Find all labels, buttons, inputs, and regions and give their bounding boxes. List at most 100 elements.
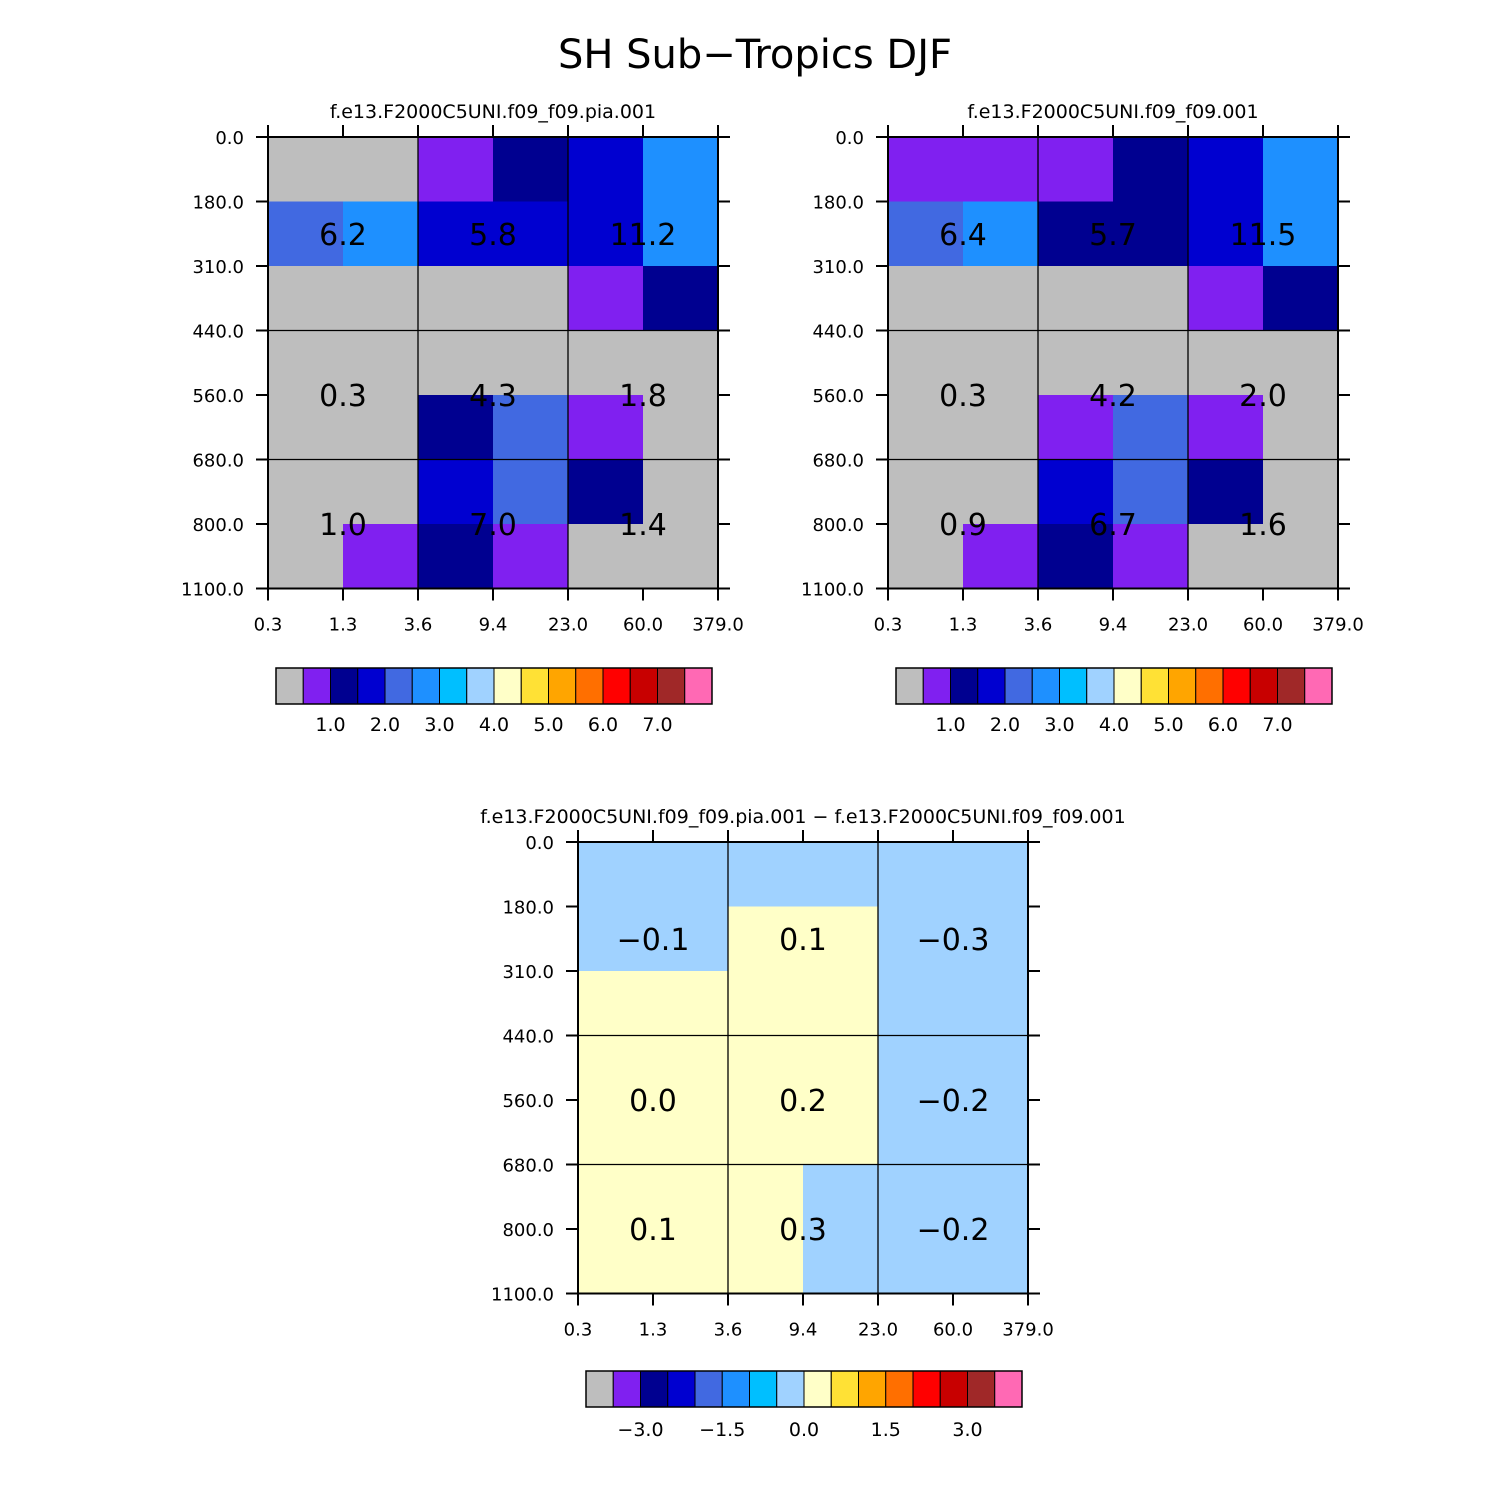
heatmap-cell xyxy=(1188,137,1264,203)
heatmap-cell xyxy=(643,459,719,525)
y-tick-label: 800.0 xyxy=(812,515,864,536)
box-value: 4.3 xyxy=(469,379,517,414)
heatmap-cell xyxy=(878,971,954,1037)
heatmap-cell xyxy=(568,395,644,461)
heatmap-cell xyxy=(728,842,804,908)
colorbar-swatch xyxy=(1031,667,1060,705)
heatmap-cell xyxy=(888,459,964,525)
heatmap-cell xyxy=(493,524,569,590)
colorbar-swatch xyxy=(1249,667,1278,705)
colorbar-swatch xyxy=(548,667,577,705)
colorbar-label: 7.0 xyxy=(642,714,672,736)
heatmap-cell xyxy=(878,1229,954,1295)
colorbar-label: 4.0 xyxy=(1099,714,1129,736)
heatmap-cell xyxy=(728,1035,804,1101)
box-value: 2.0 xyxy=(1239,379,1287,414)
heatmap-cell xyxy=(568,201,644,267)
box-value: 0.3 xyxy=(939,379,987,414)
y-tick-label: 180.0 xyxy=(502,898,554,919)
colorbar-swatch xyxy=(939,1370,968,1408)
heatmap-cell xyxy=(568,459,644,525)
y-tick-label: 680.0 xyxy=(502,1156,554,1177)
heatmap-cell xyxy=(1113,524,1189,590)
colorbar-frame xyxy=(585,1370,1023,1408)
colorbar-swatch xyxy=(302,667,331,705)
colorbar-swatch xyxy=(830,1370,859,1408)
heatmap-cell xyxy=(1038,524,1114,590)
heatmap-cell xyxy=(803,1229,879,1295)
x-tick-label: 3.6 xyxy=(404,615,433,636)
box-value: 6.4 xyxy=(939,218,987,253)
heatmap-cell xyxy=(268,459,344,525)
box-value: 0.9 xyxy=(939,508,987,543)
heatmap-cell xyxy=(578,1100,654,1166)
y-tick-label: 680.0 xyxy=(812,451,864,472)
colorbar-swatch xyxy=(967,1370,996,1408)
colorbar-swatch xyxy=(1277,667,1306,705)
y-tick-label: 180.0 xyxy=(192,193,244,214)
y-tick-label: 1100.0 xyxy=(491,1285,554,1306)
x-tick-label: 0.3 xyxy=(874,615,903,636)
x-tick-label: 1.3 xyxy=(949,615,978,636)
heatmap-cell xyxy=(418,201,494,267)
heatmap-cell xyxy=(568,330,644,396)
colorbar-swatch xyxy=(384,667,413,705)
heatmap-cell xyxy=(568,266,644,332)
colorbar-swatch xyxy=(493,667,522,705)
colorbar-swatch xyxy=(411,667,440,705)
x-tick-label: 9.4 xyxy=(789,1320,818,1341)
box-value: 6.7 xyxy=(1089,508,1137,543)
x-tick-label: 379.0 xyxy=(692,615,744,636)
colorbar-label: 1.0 xyxy=(935,714,965,736)
colorbar-label: −1.5 xyxy=(699,1419,745,1441)
panel-difference: f.e13.F2000C5UNI.f09_f09.pia.001 − f.e13… xyxy=(480,806,1125,1441)
heatmap-cell xyxy=(418,266,494,332)
heatmap-cell xyxy=(953,1100,1029,1166)
colorbar-label: 7.0 xyxy=(1262,714,1292,736)
heatmap-cell xyxy=(803,906,879,972)
heatmap-cell xyxy=(268,266,344,332)
box-value: 11.5 xyxy=(1230,218,1297,253)
x-tick-label: 379.0 xyxy=(1312,615,1364,636)
heatmap-cell xyxy=(1113,459,1189,525)
heatmap-cell xyxy=(1263,330,1339,396)
heatmap-cell xyxy=(1188,201,1264,267)
colorbar-swatch xyxy=(1168,667,1197,705)
heatmap-cell xyxy=(1188,524,1264,590)
colorbar-swatch xyxy=(749,1370,778,1408)
x-tick-label: 23.0 xyxy=(1168,615,1208,636)
colorbar-swatch xyxy=(275,667,304,705)
heatmap-cell xyxy=(578,906,654,972)
colorbar-frame xyxy=(895,667,1333,705)
heatmap-cell xyxy=(963,201,1039,267)
colorbar-swatch xyxy=(612,1370,641,1408)
box-value: 1.0 xyxy=(319,508,367,543)
colorbar-swatch xyxy=(1304,667,1333,705)
colorbar-swatch xyxy=(994,1370,1023,1408)
colorbar-label: 4.0 xyxy=(479,714,509,736)
heatmap-cell xyxy=(1263,137,1339,203)
heatmap-cell xyxy=(1038,266,1114,332)
x-tick-label: 1.3 xyxy=(329,615,358,636)
heatmap-cell xyxy=(963,330,1039,396)
heatmap-cell xyxy=(578,1229,654,1295)
heatmap-cell xyxy=(963,137,1039,203)
y-tick-label: 440.0 xyxy=(502,1027,554,1048)
heatmap-cell xyxy=(963,524,1039,590)
heatmap-cell xyxy=(888,266,964,332)
heatmap-cell xyxy=(953,971,1029,1037)
heatmap-cell xyxy=(1263,459,1339,525)
box-value: 6.2 xyxy=(319,218,367,253)
heatmap-cell xyxy=(493,459,569,525)
colorbar-label: 6.0 xyxy=(588,714,618,736)
colorbar-swatch xyxy=(330,667,359,705)
heatmap-cell xyxy=(953,1229,1029,1295)
y-tick-label: 0.0 xyxy=(835,128,864,149)
heatmap-cell xyxy=(803,1100,879,1166)
heatmap-cell xyxy=(888,201,964,267)
heatmap-cell xyxy=(493,330,569,396)
heatmap-cell xyxy=(578,971,654,1037)
colorbar-swatch xyxy=(439,667,468,705)
y-tick-label: 310.0 xyxy=(192,257,244,278)
box-value: −0.2 xyxy=(917,1084,990,1119)
